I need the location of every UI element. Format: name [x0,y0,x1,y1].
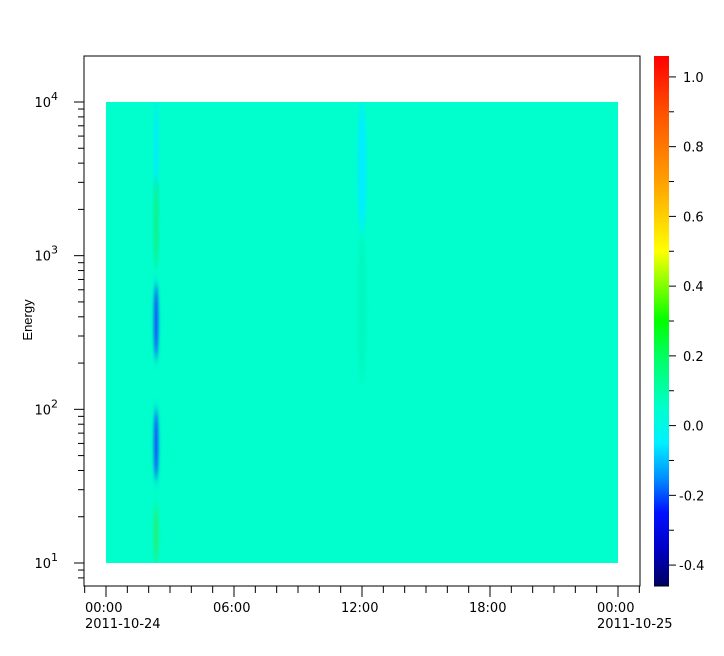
heatmap-feature-5 [357,102,367,234]
colorbar-tick-label: 0.6 [683,210,704,225]
heatmap-feature-3 [154,409,159,480]
y-tick-exponent: 3 [51,244,58,257]
colorbar-tick-label: 0.8 [683,141,704,156]
x-tick-label-time: 18:00 [469,601,506,616]
colorbar-tick-label: -0.2 [679,489,704,504]
y-tick-exponent: 1 [51,551,58,564]
y-tick-label: 101 [34,551,58,572]
heatmap-area [106,101,618,564]
colorbar-tick-label: -0.4 [679,559,704,574]
colorbar-tick-label: 0.4 [683,280,704,295]
heatmap-feature-4 [154,504,159,563]
y-tick-base: 10 [34,557,51,572]
colorbar-tick-label: 1.0 [683,71,704,86]
colorbar-tick-label: 0.2 [683,350,704,365]
heatmap-feature-0 [154,102,159,201]
y-tick-label: 103 [34,244,58,265]
x-tick-label-time: 12:00 [341,601,378,616]
y-tick-exponent: 4 [51,90,58,103]
colorbar: -0.4 -0.2 0.0 0.2 0.4 0.6 0.8 1.0 [654,56,704,587]
x-tick-label-time: 00:00 [85,601,122,616]
x-tick-label-date: 2011-10-24 [85,617,161,632]
x-tick-label-time: 00:00 [597,601,634,616]
heatmap-feature-2 [154,284,159,359]
heatmap-feature-1 [154,178,159,269]
heatmap-features [154,102,367,563]
y-tick-exponent: 2 [51,397,58,410]
x-tick-label-date: 2011-10-25 [597,617,673,632]
y-tick-label: 102 [34,397,58,418]
colorbar-tick-label: 0.0 [683,420,704,435]
y-tick-base: 10 [34,96,51,111]
y-tick-base: 10 [34,403,51,418]
y-axis-title: Energy [20,299,35,341]
x-tick-label-time: 06:00 [213,601,250,616]
heatmap-feature-6 [357,233,367,383]
y-tick-label: 104 [34,90,58,111]
y-tick-base: 10 [34,250,51,265]
colorbar-gradient [654,56,669,586]
